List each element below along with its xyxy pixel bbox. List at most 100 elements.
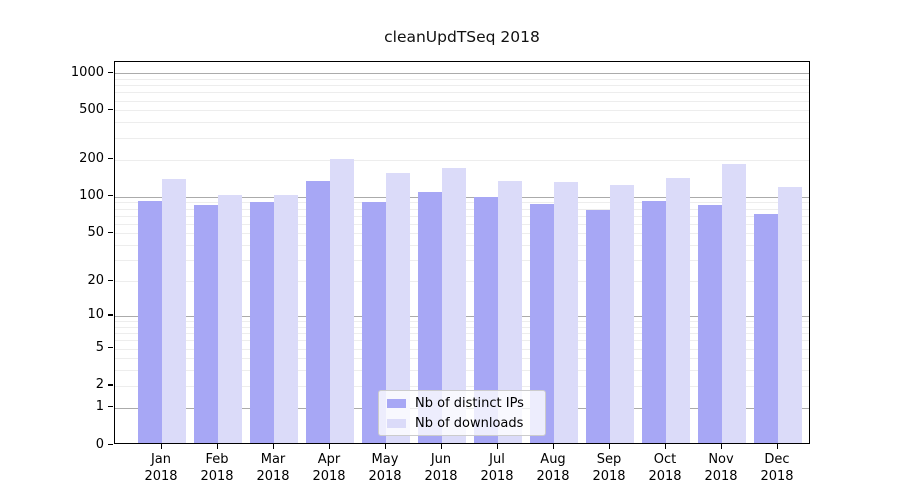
y-tick-mark (108, 406, 113, 408)
legend-label: Nb of downloads (415, 415, 524, 431)
y-tick-label: 100 (79, 188, 104, 204)
x-tick-month: Apr (317, 452, 341, 467)
chart-title: cleanUpdTSeq 2018 (384, 28, 540, 46)
x-tick-month: Aug (540, 452, 566, 467)
x-tick-year: 2018 (648, 469, 682, 484)
bar-distinct-ips-jan (138, 201, 162, 443)
x-tick-mark (440, 444, 442, 449)
legend-item-downloads: Nb of downloads (387, 416, 537, 431)
y-tick-label: 20 (87, 272, 104, 288)
bar-distinct-ips-apr (306, 180, 330, 443)
bar-downloads-nov (722, 164, 746, 443)
x-tick-label-mar: Mar 2018 (245, 451, 301, 485)
x-tick-month: Sep (596, 452, 622, 467)
bar-downloads-mar (274, 195, 298, 443)
x-tick-month: Feb (205, 452, 229, 467)
x-tick-year: 2018 (200, 469, 234, 484)
legend-swatch-downloads (387, 418, 406, 428)
x-tick-year: 2018 (536, 469, 570, 484)
gridline-minor (115, 92, 809, 94)
y-tick-mark (108, 443, 113, 445)
gridline-minor (115, 85, 809, 87)
bar-downloads-feb (218, 194, 242, 443)
x-tick-label-aug: Aug 2018 (525, 451, 581, 485)
y-tick-mark (108, 108, 113, 111)
x-tick-mark (496, 444, 498, 449)
x-tick-label-may: May 2018 (357, 451, 413, 485)
x-tick-mark (664, 444, 666, 449)
x-tick-month: Oct (653, 452, 677, 467)
x-tick-year: 2018 (144, 469, 178, 484)
x-tick-mark (552, 444, 554, 449)
x-tick-month: May (371, 452, 399, 467)
x-tick-label-feb: Feb 2018 (189, 451, 245, 485)
gridline-major (115, 73, 809, 75)
gridline-minor (115, 78, 809, 80)
y-tick-label: 5 (95, 340, 104, 356)
x-tick-mark (272, 444, 274, 449)
x-tick-month: Jul (489, 452, 505, 467)
x-tick-year: 2018 (592, 469, 626, 484)
x-tick-mark (776, 444, 778, 449)
legend-swatch-distinct-ips (387, 398, 406, 408)
bar-downloads-apr (330, 159, 354, 443)
gridline-minor (115, 110, 809, 112)
x-tick-year: 2018 (424, 469, 458, 484)
y-tick-mark (108, 279, 113, 281)
y-tick-label: 1000 (70, 64, 104, 80)
y-tick-mark (108, 195, 113, 197)
y-tick-label: 0 (95, 436, 104, 452)
x-tick-label-jul: Jul 2018 (469, 451, 525, 485)
x-tick-mark (720, 444, 722, 449)
bar-downloads-jan (162, 178, 186, 443)
x-tick-mark (328, 444, 330, 449)
x-tick-year: 2018 (704, 469, 738, 484)
x-tick-label-dec: Dec 2018 (749, 451, 805, 485)
x-tick-label-apr: Apr 2018 (301, 451, 357, 485)
y-tick-label: 50 (87, 224, 104, 240)
legend-label: Nb of distinct IPs (415, 395, 524, 411)
gridline-minor (115, 122, 809, 124)
y-tick-mark (108, 71, 113, 73)
x-tick-label-nov: Nov 2018 (693, 451, 749, 485)
gridline-minor (115, 100, 809, 102)
y-tick-mark (108, 231, 113, 234)
bar-distinct-ips-nov (698, 205, 722, 443)
x-tick-mark (384, 444, 386, 449)
x-tick-label-jun: Jun 2018 (413, 451, 469, 485)
bar-downloads-aug (554, 181, 578, 443)
bar-distinct-ips-sep (586, 209, 610, 443)
x-tick-month: Jun (430, 452, 452, 467)
y-tick-mark (108, 314, 113, 316)
bar-downloads-oct (666, 177, 690, 443)
y-tick-mark (108, 384, 113, 386)
gridline-minor (115, 159, 809, 161)
x-tick-year: 2018 (760, 469, 794, 484)
x-tick-year: 2018 (312, 469, 346, 484)
bar-distinct-ips-mar (250, 202, 274, 443)
x-tick-year: 2018 (480, 469, 514, 484)
x-tick-month: Nov (708, 452, 734, 467)
x-tick-month: Mar (260, 452, 286, 467)
bar-downloads-dec (778, 186, 802, 443)
y-tick-label: 500 (79, 101, 104, 117)
x-tick-year: 2018 (368, 469, 402, 484)
legend-item-distinct-ips: Nb of distinct IPs (387, 396, 537, 411)
y-tick-label: 2 (95, 377, 104, 393)
y-tick-label: 1 (95, 399, 104, 415)
x-tick-mark (216, 444, 218, 449)
x-tick-label-jan: Jan 2018 (133, 451, 189, 485)
y-tick-mark (108, 158, 113, 160)
plot-area (114, 61, 810, 444)
x-tick-month: Jan (150, 452, 172, 467)
bar-distinct-ips-feb (194, 205, 218, 443)
bar-distinct-ips-dec (754, 214, 778, 443)
y-tick-label: 200 (79, 151, 104, 166)
x-tick-mark (608, 444, 610, 449)
y-tick-mark (108, 347, 113, 349)
gridline-minor (115, 137, 809, 139)
bar-distinct-ips-oct (642, 201, 666, 443)
x-tick-month: Dec (764, 452, 790, 467)
legend: Nb of distinct IPs Nb of downloads (378, 390, 546, 436)
